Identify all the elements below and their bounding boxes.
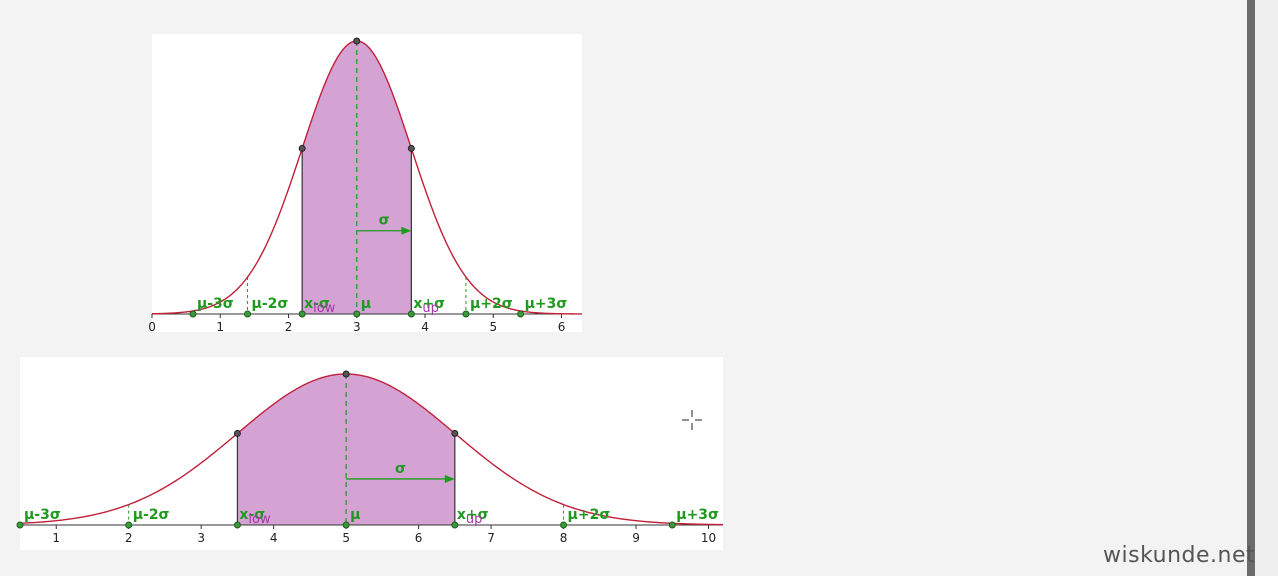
sigma-label: σ — [379, 213, 390, 229]
axis-point — [342, 521, 350, 529]
marker-label: μ+2σ — [568, 507, 611, 523]
x-tick-label: 1 — [216, 320, 224, 334]
marker-label: x+σ — [413, 296, 445, 312]
marker-label: x-σ — [239, 507, 265, 523]
density-curve — [19, 373, 724, 526]
axis-point — [233, 521, 241, 529]
x-tick-label: 0 — [148, 320, 156, 334]
x-tick-label: 10 — [701, 531, 716, 545]
marker-label: μ-2σ — [252, 296, 289, 312]
scrollbar-track[interactable] — [1247, 0, 1255, 576]
marker-label: μ-3σ — [197, 296, 234, 312]
marker-subscript: low — [248, 512, 271, 527]
marker-label: x-σ — [304, 296, 330, 312]
axis-point — [462, 310, 470, 318]
chart-normal-mu3: 0 1 2 3 4 5 6 σ μ-3σ μ-2σ x-σ low μ x+σ up μ+2σ μ+3σ — [148, 34, 582, 334]
scrollbar[interactable] — [1247, 0, 1278, 576]
marker-label: μ — [350, 507, 360, 523]
curve-point — [407, 144, 415, 152]
marker-label: μ+3σ — [676, 507, 719, 523]
watermark-text: wiskunde.net — [1103, 543, 1256, 568]
curve-point — [451, 429, 459, 437]
sigma-label: σ — [395, 461, 406, 477]
marker-label: x+σ — [457, 507, 489, 523]
curve-point — [298, 144, 306, 152]
axis-point — [560, 521, 568, 529]
marker-label: μ-3σ — [24, 507, 61, 523]
x-tick-label: 5 — [342, 531, 350, 545]
curve-point — [342, 370, 350, 378]
x-tick-label: 3 — [353, 320, 361, 334]
axis-point — [244, 310, 252, 318]
x-tick-label: 6 — [415, 531, 423, 545]
curve-point — [233, 429, 241, 437]
marker-label: μ+3σ — [525, 296, 568, 312]
marker-subscript: low — [313, 301, 336, 316]
sigma-arrow-head — [444, 474, 455, 483]
x-tick-label: 2 — [125, 531, 133, 545]
axis-point — [298, 310, 306, 318]
x-tick-label: 3 — [197, 531, 205, 545]
x-tick-label: 5 — [489, 320, 497, 334]
axis-point — [407, 310, 415, 318]
axis-point — [189, 310, 197, 318]
sigma-arrow-head — [401, 226, 412, 235]
density-curve — [151, 40, 582, 315]
axis-point — [16, 521, 24, 529]
x-tick-label: 4 — [270, 531, 278, 545]
axis-point — [668, 521, 676, 529]
chart-normal-mu5: 1 2 3 4 5 6 7 8 9 10 σ μ-3σ μ-2σ x-σ low μ x+σ up μ+2σ μ+3σ — [16, 357, 724, 550]
x-tick-label: 2 — [285, 320, 293, 334]
x-tick-label: 6 — [558, 320, 566, 334]
x-tick-label: 4 — [421, 320, 429, 334]
crosshair-cursor-icon — [680, 408, 704, 432]
x-tick-label: 1 — [52, 531, 60, 545]
marker-subscript: up — [466, 512, 483, 527]
marker-label: μ — [361, 296, 371, 312]
x-tick-label: 8 — [560, 531, 568, 545]
axis-point — [125, 521, 133, 529]
axis-point — [451, 521, 459, 529]
marker-label: μ-2σ — [133, 507, 170, 523]
axis-point — [353, 310, 361, 318]
x-tick-label: 7 — [487, 531, 495, 545]
marker-subscript: up — [422, 301, 439, 316]
axis-point — [517, 310, 525, 318]
curve-point — [353, 37, 361, 45]
marker-label: μ+2σ — [470, 296, 513, 312]
x-tick-label: 9 — [632, 531, 640, 545]
